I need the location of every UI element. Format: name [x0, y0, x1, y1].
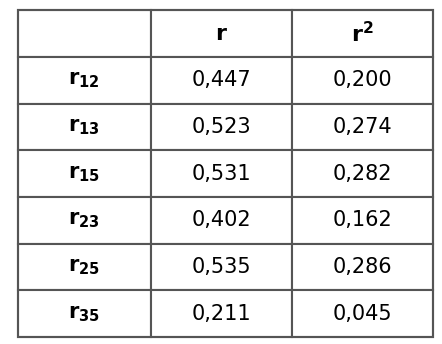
- Bar: [292, 290, 433, 337]
- Text: $\mathbf{r}^{\mathbf{2}}$: $\mathbf{r}^{\mathbf{2}}$: [351, 21, 374, 46]
- Bar: [151, 197, 292, 244]
- Bar: [18, 290, 151, 337]
- Text: $\mathbf{r}_{\mathbf{13}}$: $\mathbf{r}_{\mathbf{13}}$: [69, 117, 100, 137]
- Bar: [18, 57, 151, 104]
- Text: 0,286: 0,286: [333, 257, 392, 277]
- Bar: [18, 197, 151, 244]
- Text: 0,211: 0,211: [191, 304, 251, 324]
- Text: $\mathbf{r}_{\mathbf{25}}$: $\mathbf{r}_{\mathbf{25}}$: [68, 257, 100, 277]
- Bar: [292, 104, 433, 150]
- Bar: [292, 150, 433, 197]
- Text: 0,447: 0,447: [191, 71, 251, 90]
- Bar: [292, 197, 433, 244]
- Bar: [151, 150, 292, 197]
- Bar: [151, 10, 292, 57]
- Bar: [151, 57, 292, 104]
- Bar: [151, 290, 292, 337]
- Bar: [18, 150, 151, 197]
- Text: $\mathbf{r}_{\mathbf{12}}$: $\mathbf{r}_{\mathbf{12}}$: [69, 71, 100, 90]
- Text: $\mathbf{r}_{\mathbf{15}}$: $\mathbf{r}_{\mathbf{15}}$: [68, 164, 100, 184]
- Text: 0,282: 0,282: [333, 164, 392, 184]
- Text: 0,402: 0,402: [191, 211, 251, 230]
- Text: 0,045: 0,045: [333, 304, 392, 324]
- Text: 0,523: 0,523: [191, 117, 251, 137]
- Bar: [18, 104, 151, 150]
- Text: 0,531: 0,531: [191, 164, 251, 184]
- Text: $\mathbf{r}$: $\mathbf{r}$: [215, 24, 228, 44]
- Text: 0,535: 0,535: [191, 257, 251, 277]
- Bar: [18, 10, 151, 57]
- Bar: [151, 104, 292, 150]
- Text: 0,274: 0,274: [333, 117, 392, 137]
- Text: $\mathbf{r}_{\mathbf{23}}$: $\mathbf{r}_{\mathbf{23}}$: [69, 211, 100, 230]
- Bar: [292, 244, 433, 290]
- Bar: [151, 244, 292, 290]
- Bar: [292, 10, 433, 57]
- Bar: [292, 57, 433, 104]
- Bar: [18, 244, 151, 290]
- Text: 0,200: 0,200: [333, 71, 392, 90]
- Text: $\mathbf{r}_{\mathbf{35}}$: $\mathbf{r}_{\mathbf{35}}$: [68, 304, 100, 324]
- Text: 0,162: 0,162: [333, 211, 392, 230]
